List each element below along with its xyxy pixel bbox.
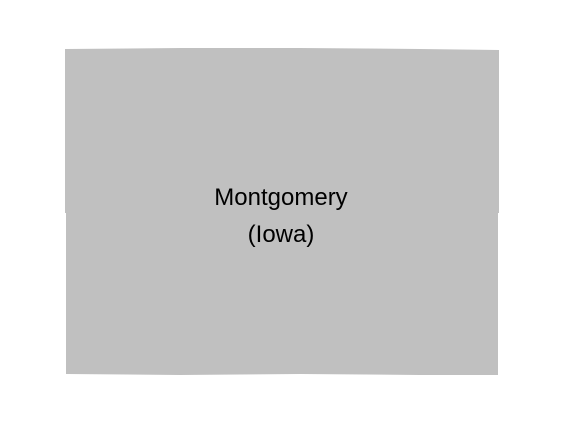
county-name-label: Montgomery bbox=[214, 184, 347, 211]
state-name-label: (Iowa) bbox=[248, 221, 315, 248]
montgomery-county-shape bbox=[65, 48, 499, 375]
